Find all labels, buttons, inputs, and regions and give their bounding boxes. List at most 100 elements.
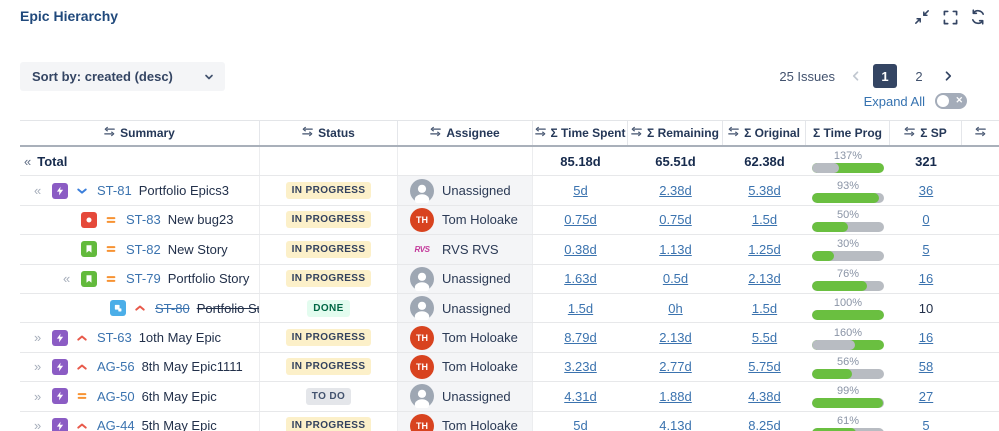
summary-cell: ST-83 New bug23 [20,205,260,235]
column-header-assignee[interactable]: Assignee [398,121,533,145]
refresh-icon[interactable] [969,8,987,26]
column-header-status[interactable]: Status [260,121,398,145]
progress-percent-label: 50% [836,208,860,221]
collapse-all-icon[interactable]: « [24,153,32,169]
pagination: 25 Issues 1 2 [779,64,955,88]
original-value-link[interactable]: 1.25d [748,241,781,257]
issue-summary: 5th May Epic [141,418,217,431]
status-cell: IN PROGRESS [260,352,398,382]
remaining-value-link[interactable]: 2.77d [659,359,692,375]
remaining-value-link[interactable]: 0.5d [662,271,689,287]
original-value-link[interactable]: 5.75d [748,359,781,375]
original-value-link[interactable]: 5.5d [751,330,778,346]
status-cell: DONE [260,293,398,323]
issue-key-link[interactable]: ST-80 [155,300,190,316]
prev-page-icon[interactable] [849,69,863,83]
sp-value[interactable]: 0 [922,212,930,228]
sp-value[interactable]: 58 [918,359,934,375]
original-value-link[interactable]: 4.38d [748,388,781,404]
issue-key-link[interactable]: AG-50 [97,388,135,404]
remaining-value-link[interactable]: 4.13d [659,418,692,431]
expand-icon[interactable]: » [34,418,42,431]
time-spent-value-link[interactable]: 1.63d [564,271,597,287]
status-badge: IN PROGRESS [285,240,372,258]
issue-key-link[interactable]: AG-44 [97,418,135,431]
remaining-value-link[interactable]: 0.75d [659,212,692,228]
issue-key-link[interactable]: ST-79 [126,271,161,287]
assignee-name: Tom Holoake [442,418,518,431]
avatar [410,296,434,321]
column-header-time-prog[interactable]: Σ Time Prog [806,121,890,145]
remaining-value-link[interactable]: 0h [668,300,683,316]
progress-bar-fill [812,251,834,262]
remaining-value-link[interactable]: 2.38d [659,183,692,199]
issue-key-link[interactable]: ST-82 [126,241,161,257]
expand-icon[interactable]: » [34,330,42,346]
avatar: TH [410,207,434,232]
sp-value[interactable]: 5 [922,418,930,431]
time-spent-value-link[interactable]: 5d [573,418,588,431]
issue-key-link[interactable]: ST-81 [97,183,132,199]
assignee-name: Unassigned [442,388,511,404]
cell-time-prog: 50% [806,206,890,234]
time-spent-value-link[interactable]: 3.23d [564,359,597,375]
sp-cell: 10 [890,294,962,322]
sp-value[interactable]: 5 [922,241,930,257]
sp-cell: 36 [890,176,962,204]
issue-key-link[interactable]: ST-63 [97,330,132,346]
original-value-link[interactable]: 8.25d [748,418,781,431]
progress-bar [812,427,884,431]
column-header-label: Status [318,126,355,140]
page-button-2[interactable]: 2 [915,68,923,84]
sort-by-dropdown[interactable]: Sort by: created (desc) [20,62,225,91]
time-spent-value-link[interactable]: 0.38d [564,241,597,257]
sort-columns-icon [104,126,115,140]
progress-percent-label: 137% [833,150,863,163]
issue-summary: Portfolio Subtask new [196,300,259,316]
sort-columns-icon [534,126,546,140]
expand-all-toggle[interactable]: ✕ [935,93,967,109]
sp-value[interactable]: 36 [918,183,934,199]
time-spent-value-link[interactable]: 4.31d [564,388,597,404]
column-header-remaining[interactable]: Σ Remaining [628,121,723,145]
time-spent-cell: 1.63d [533,265,628,293]
progress-bar [812,310,884,321]
expand-icon[interactable]: » [34,359,42,375]
column-header-extra[interactable] [962,121,999,145]
column-header-summary[interactable]: Summary [20,121,260,145]
window-controls [913,8,987,26]
page-button-1[interactable]: 1 [873,64,897,88]
original-value-link[interactable]: 2.13d [748,271,781,287]
collapse-icon[interactable] [913,8,931,26]
sp-value[interactable]: 27 [918,388,934,404]
time-spent-value-link[interactable]: 0.75d [564,212,597,228]
issue-row: ST-83 New bug23 IN PROGRESS TH Tom Holoake 0.… [20,205,999,236]
remaining-value-link[interactable]: 1.88d [659,388,692,404]
remaining-value-link[interactable]: 1.13d [659,241,692,257]
issue-key-link[interactable]: AG-56 [97,359,135,375]
collapse-icon-row[interactable]: « [63,271,71,287]
sp-value[interactable]: 16 [918,330,934,346]
fullscreen-icon[interactable] [941,8,959,26]
assignee-name: Unassigned [442,271,511,287]
remaining-value-link[interactable]: 2.13d [659,330,692,346]
column-header-time-spent[interactable]: Σ Time Spent [533,121,628,145]
time-spent-value-link[interactable]: 8.79d [564,330,597,346]
collapse-icon-row[interactable]: « [34,183,42,199]
expand-icon[interactable]: » [34,388,42,404]
time-spent-value-link[interactable]: 5d [573,183,588,199]
column-header-sp[interactable]: Σ SP [890,121,962,145]
column-header-original[interactable]: Σ Original [723,121,806,145]
time-spent-value-link[interactable]: 1.5d [567,300,594,316]
issue-row: » AG-56 8th May Epic1111 IN PROGRESS TH Tom H… [20,352,999,383]
original-value-link[interactable]: 1.5d [751,212,778,228]
issue-key-link[interactable]: ST-83 [126,212,161,228]
cell-time-prog: 137% [806,147,890,175]
time-spent-cell: 4.31d [533,382,628,410]
original-value-link[interactable]: 1.5d [751,300,778,316]
column-header-label: Σ SP [920,126,947,140]
original-value-link[interactable]: 5.38d [748,183,781,199]
expand-all-link[interactable]: Expand All [863,93,925,109]
next-page-icon[interactable] [941,69,955,83]
sp-value[interactable]: 16 [918,271,934,287]
